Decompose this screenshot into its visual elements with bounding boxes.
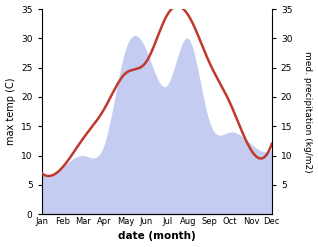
- Y-axis label: med. precipitation (kg/m2): med. precipitation (kg/m2): [303, 51, 313, 172]
- X-axis label: date (month): date (month): [118, 231, 196, 242]
- Y-axis label: max temp (C): max temp (C): [5, 78, 16, 145]
